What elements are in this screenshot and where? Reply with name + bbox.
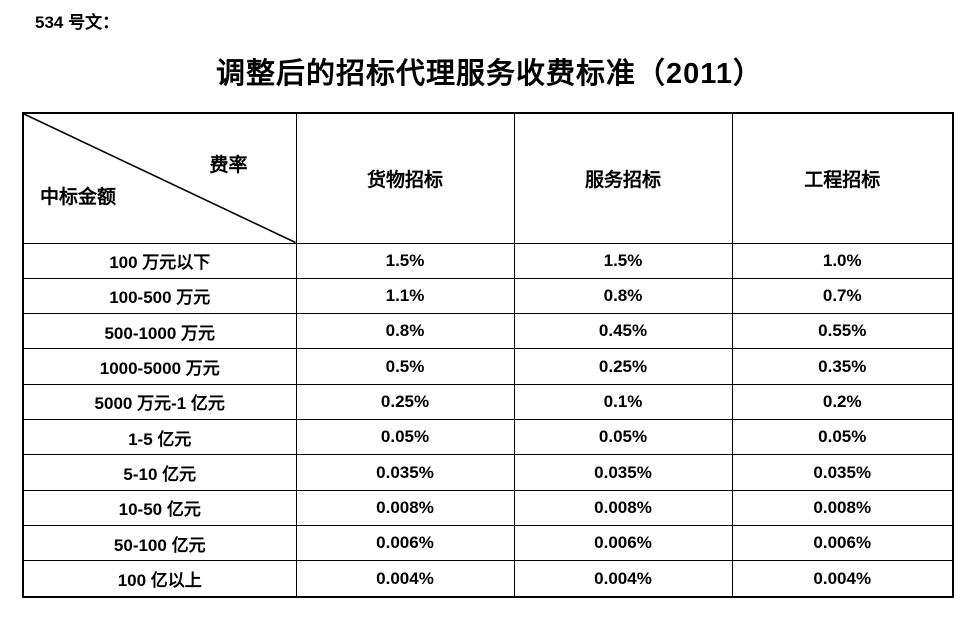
- rate-cell: 0.006%: [731, 525, 954, 562]
- document-number-label: 534 号文：: [35, 13, 120, 32]
- rate-cell: 0.2%: [731, 383, 954, 421]
- fee-standard-table: 费率 中标金额 货物招标 服务招标 工程招标 100 万元以下 1.5% 1.5…: [22, 112, 954, 598]
- rate-cell: 0.55%: [731, 313, 954, 350]
- rate-cell: 1.5%: [513, 242, 733, 279]
- row-label: 50-100 亿元: [22, 525, 297, 562]
- rate-cell: 0.004%: [513, 560, 733, 598]
- table-row: 5-10 亿元 0.035% 0.035% 0.035%: [22, 454, 954, 491]
- rate-cell: 1.0%: [731, 242, 954, 279]
- rate-cell: 0.035%: [295, 454, 515, 491]
- rate-cell: 0.05%: [513, 419, 733, 456]
- table-row: 10-50 亿元 0.008% 0.008% 0.008%: [22, 489, 954, 527]
- row-label: 100-500 万元: [22, 277, 297, 315]
- diagonal-divider-line: [24, 114, 296, 243]
- rate-cell: 0.006%: [513, 525, 733, 562]
- rate-cell: 0.008%: [295, 489, 515, 527]
- rate-cell: 0.035%: [731, 454, 954, 491]
- rate-cell: 0.45%: [513, 313, 733, 350]
- rate-cell: 0.008%: [513, 489, 733, 527]
- rate-cell: 0.006%: [295, 525, 515, 562]
- rate-cell: 0.004%: [731, 560, 954, 598]
- table-row: 5000 万元-1 亿元 0.25% 0.1% 0.2%: [22, 383, 954, 421]
- rate-cell: 0.25%: [513, 348, 733, 385]
- rate-cell: 0.8%: [295, 313, 515, 350]
- row-label: 10-50 亿元: [22, 489, 297, 527]
- column-header-goods-bidding: 货物招标: [295, 112, 515, 244]
- row-label: 5000 万元-1 亿元: [22, 383, 297, 421]
- rate-cell: 1.5%: [295, 242, 515, 279]
- table-row: 100-500 万元 1.1% 0.8% 0.7%: [22, 277, 954, 315]
- rate-cell: 0.05%: [731, 419, 954, 456]
- table-row: 1000-5000 万元 0.5% 0.25% 0.35%: [22, 348, 954, 385]
- rate-cell: 0.25%: [295, 383, 515, 421]
- table-row: 100 亿以上 0.004% 0.004% 0.004%: [22, 560, 954, 598]
- row-label: 100 万元以下: [22, 242, 297, 279]
- table-row: 100 万元以下 1.5% 1.5% 1.0%: [22, 242, 954, 279]
- rate-cell: 0.8%: [513, 277, 733, 315]
- rate-cell: 0.7%: [731, 277, 954, 315]
- table-row: 500-1000 万元 0.8% 0.45% 0.55%: [22, 313, 954, 350]
- table-row: 50-100 亿元 0.006% 0.006% 0.006%: [22, 525, 954, 562]
- row-label: 5-10 亿元: [22, 454, 297, 491]
- row-label: 1-5 亿元: [22, 419, 297, 456]
- rate-cell: 0.035%: [513, 454, 733, 491]
- row-label: 500-1000 万元: [22, 313, 297, 350]
- column-header-engineering-bidding: 工程招标: [731, 112, 954, 244]
- rate-cell: 0.05%: [295, 419, 515, 456]
- corner-label-bid-amount: 中标金额: [40, 186, 117, 208]
- page-title: 调整后的招标代理服务收费标准（2011）: [216, 58, 763, 90]
- rate-cell: 0.008%: [731, 489, 954, 527]
- row-label: 100 亿以上: [22, 560, 297, 598]
- rate-cell: 0.35%: [731, 348, 954, 385]
- diagonal-corner-cell: 费率 中标金额: [22, 112, 297, 244]
- table-header-row: 费率 中标金额 货物招标 服务招标 工程招标: [22, 112, 954, 244]
- rate-cell: 0.1%: [513, 383, 733, 421]
- column-header-service-bidding: 服务招标: [513, 112, 733, 244]
- rate-cell: 1.1%: [295, 277, 515, 315]
- table-row: 1-5 亿元 0.05% 0.05% 0.05%: [22, 419, 954, 456]
- rate-cell: 0.004%: [295, 560, 515, 598]
- rate-cell: 0.5%: [295, 348, 515, 385]
- row-label: 1000-5000 万元: [22, 348, 297, 385]
- corner-label-rate: 费率: [209, 155, 248, 176]
